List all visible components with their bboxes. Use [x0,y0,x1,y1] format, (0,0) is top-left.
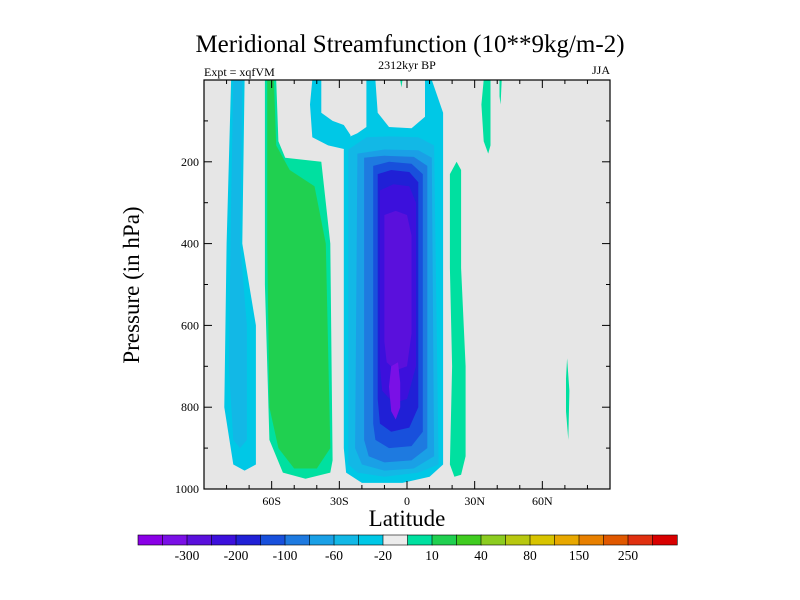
colorbar-swatch [505,534,531,546]
colorbar-swatch [652,534,678,546]
y-tick-label: 600 [181,318,199,332]
colorbar-swatch [186,534,213,546]
x-tick-label: 30S [330,494,349,508]
colorbar-swatch [284,534,311,546]
y-tick-label: 800 [181,400,199,414]
colorbar-swatch [162,534,188,546]
colorbar: -300 -200 -100 -60 -20 10 40 80 150 250 [137,534,678,563]
colorbar-swatch [309,534,335,546]
contour-region-hadley-cell-peak [389,362,401,420]
colorbar-swatch [431,534,458,546]
contour-region-nh-upper-strip-small [499,80,502,105]
colorbar-label: -300 [175,548,200,563]
colorbar-label: 40 [474,548,488,563]
x-tick-label: 0 [404,494,410,508]
x-tick-label: 60S [262,494,281,508]
colorbar-swatch [260,534,286,546]
y-axis-label: Pressure (in hPa) [119,206,144,363]
experiment-label: Expt = xqfVM [204,65,275,79]
contour-region-equator-sliver [400,80,403,88]
colorbar-label: -200 [224,548,249,563]
colorbar-label: 80 [523,548,537,563]
colorbar-swatch [333,534,360,546]
chart-title: Meridional Streamfunction (10**9kg/m-2) [195,31,624,58]
colorbar-swatch [529,534,556,546]
colorbar-swatch [603,534,629,546]
colorbar-label: 10 [425,548,439,563]
y-tick-label: 200 [181,155,199,169]
x-tick-label: 60N [532,494,553,508]
season-label: JJA [592,63,610,77]
colorbar-label: -100 [273,548,298,563]
contour-region-nh-thin-strip [449,161,466,477]
colorbar-swatch [382,534,409,546]
colorbar-label: 250 [618,548,639,563]
colorbar-swatch [137,534,164,546]
contour-region-nh-high-lat-sliver [566,358,570,440]
colorbar-swatch [627,534,654,546]
colorbar-swatch [578,534,605,546]
colorbar-label: 150 [569,548,590,563]
contour-region-sh-ferrel-inner [267,80,331,469]
contour-region-hadley-cell-core [384,210,412,371]
axis-ticks: 60S 30S 0 30N 60N 200 400 600 800 1000 [175,80,610,508]
colorbar-swatch [407,534,433,546]
colorbar-swatch [358,534,384,546]
colorbar-swatch [456,534,482,546]
colorbar-label: -20 [374,548,392,563]
colorbar-swatch [554,534,580,546]
colorbar-swatch [211,534,237,546]
y-tick-label: 1000 [175,482,199,496]
contour-region-sh-polar-cell-inner [228,80,247,449]
contour-region-nh-upper-strip [481,80,491,154]
contour-layer [224,80,570,483]
colorbar-label: -60 [325,548,343,563]
colorbar-swatch [480,534,507,546]
contour-region-mid-upper-tongue [310,80,351,150]
time-label: 2312kyr BP [378,58,436,72]
x-tick-label: 30N [464,494,485,508]
x-axis-label: Latitude [369,506,446,531]
plot-frame [203,79,611,490]
colorbar-swatch [235,534,262,546]
y-tick-label: 400 [181,237,199,251]
